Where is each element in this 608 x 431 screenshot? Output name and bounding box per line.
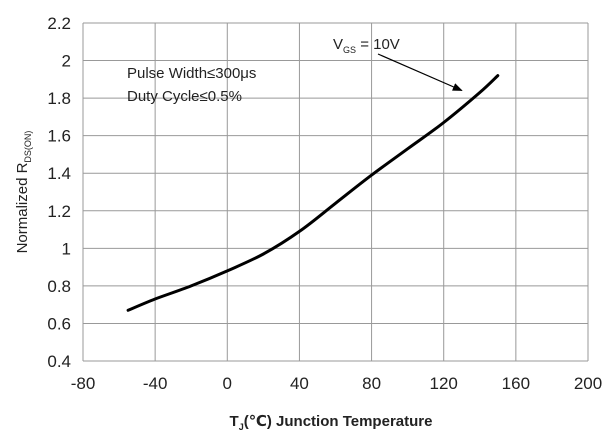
- y-tick-label: 1.2: [47, 202, 71, 221]
- x-tick-label: 40: [290, 374, 309, 393]
- gridlines: [82, 22, 589, 362]
- y-tick-label: 1.8: [47, 89, 71, 108]
- x-axis-title-rest: (℃) Junction Temperature: [244, 413, 433, 430]
- x-axis-title-main: T: [230, 413, 239, 430]
- vgs-subscript: GS: [343, 45, 356, 55]
- series-layer: [126, 74, 500, 312]
- x-tick-label: 80: [362, 374, 381, 393]
- x-tick-label: -80: [71, 374, 96, 393]
- y-axis-title: Normalized RDS(ON): [14, 131, 33, 254]
- y-tick-label: 0.8: [47, 277, 71, 296]
- annotation-pulse-width: Pulse Width≤300μs: [127, 65, 256, 82]
- tick-labels: -80 -40 0 40 80 120 160 200 0.4 0.6 0.8 1 1.2 1.4 1.6 1…: [47, 14, 602, 393]
- x-tick-label: 0: [223, 374, 232, 393]
- vgs-main: V: [333, 36, 343, 53]
- vgs-rest: = 10V: [356, 36, 400, 53]
- y-tick-label: 2: [62, 52, 71, 71]
- annotation-vgs-arrow: [377, 53, 463, 92]
- series-line: [126, 74, 500, 312]
- y-tick-label: 2.2: [47, 14, 71, 33]
- x-tick-label: 160: [502, 374, 530, 393]
- y-axis-title-main: Normalized R: [14, 162, 31, 253]
- x-axis-title: TJ(℃) Junction Temperature: [230, 413, 433, 431]
- x-tick-label: -40: [143, 374, 168, 393]
- annotation-vgs-label: VGS = 10V: [333, 36, 400, 55]
- y-tick-label: 0.6: [47, 314, 71, 333]
- y-tick-label: 1.4: [47, 164, 71, 183]
- annotation-duty-cycle: Duty Cycle≤0.5%: [127, 88, 242, 105]
- x-axis-title-sub: J: [239, 422, 244, 431]
- y-tick-label: 0.4: [47, 352, 71, 371]
- y-tick-label: 1: [62, 239, 71, 258]
- y-tick-label: 1.6: [47, 127, 71, 146]
- x-tick-label: 200: [574, 374, 602, 393]
- x-tick-label: 120: [430, 374, 458, 393]
- y-axis-title-sub: DS(ON): [23, 131, 33, 163]
